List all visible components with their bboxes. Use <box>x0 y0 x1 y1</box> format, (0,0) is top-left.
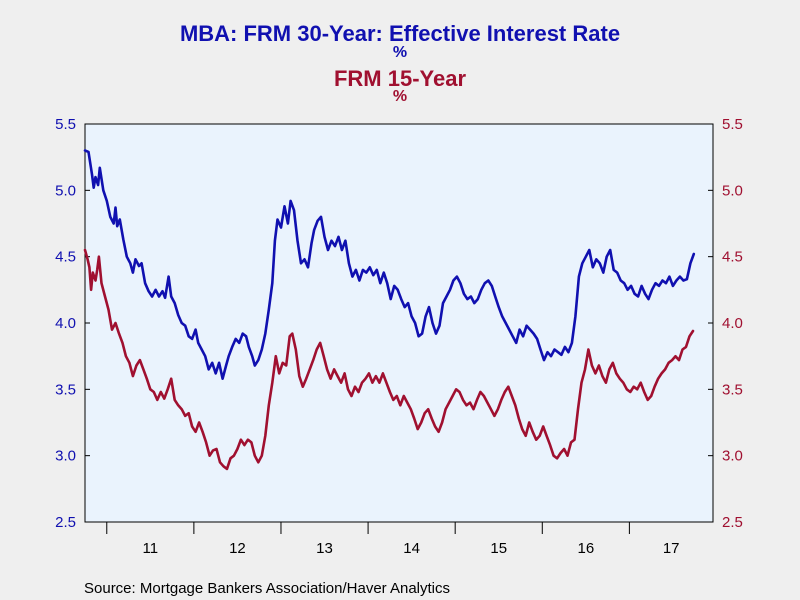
y-tick-label-left: 5.0 <box>55 182 76 199</box>
x-tick-label: 15 <box>490 540 507 557</box>
y-tick-label-right: 3.5 <box>722 381 743 398</box>
chart-title-unit: % <box>393 44 407 61</box>
x-tick-label: 12 <box>229 540 246 557</box>
y-tick-label-left: 3.0 <box>55 448 76 465</box>
x-tick-label: 11 <box>143 540 159 557</box>
y-tick-label-right: 4.0 <box>722 315 743 332</box>
x-tick-label: 16 <box>577 540 594 557</box>
y-tick-label-left: 2.5 <box>55 514 76 531</box>
x-tick-label: 14 <box>403 540 420 557</box>
y-tick-label-right: 5.0 <box>722 182 743 199</box>
y-tick-label-right: 5.5 <box>722 116 743 133</box>
x-tick-label: 13 <box>316 540 333 557</box>
y-tick-label-left: 5.5 <box>55 116 76 133</box>
chart-title: MBA: FRM 30-Year: Effective Interest Rat… <box>180 21 620 46</box>
series-line-frm-30-year <box>83 149 696 380</box>
series-line-frm-15-year <box>83 248 695 471</box>
chart-subtitle: FRM 15-Year <box>334 66 466 91</box>
source-note: Source: Mortgage Bankers Association/Hav… <box>84 580 450 597</box>
series-lines <box>83 149 696 471</box>
y-tick-label-left: 4.0 <box>55 315 76 332</box>
x-axis-ticks: 11 12 13 14 15 16 17 <box>106 522 680 557</box>
y-tick-label-left: 3.5 <box>55 381 76 398</box>
y-tick-label-left: 4.5 <box>55 249 76 266</box>
y-tick-label-right: 3.0 <box>722 448 743 465</box>
y-tick-label-right: 2.5 <box>722 514 743 531</box>
plot-area <box>84 123 714 523</box>
chart-subtitle-unit: % <box>393 88 407 105</box>
y-tick-label-right: 4.5 <box>722 249 743 266</box>
y-axis-ticks: 2.5 2.5 3.0 3.0 3.5 3.5 4.0 4.0 4.5 4.5 5.0 5.0 5.5 5… <box>55 116 743 531</box>
x-tick-label: 17 <box>663 540 680 557</box>
